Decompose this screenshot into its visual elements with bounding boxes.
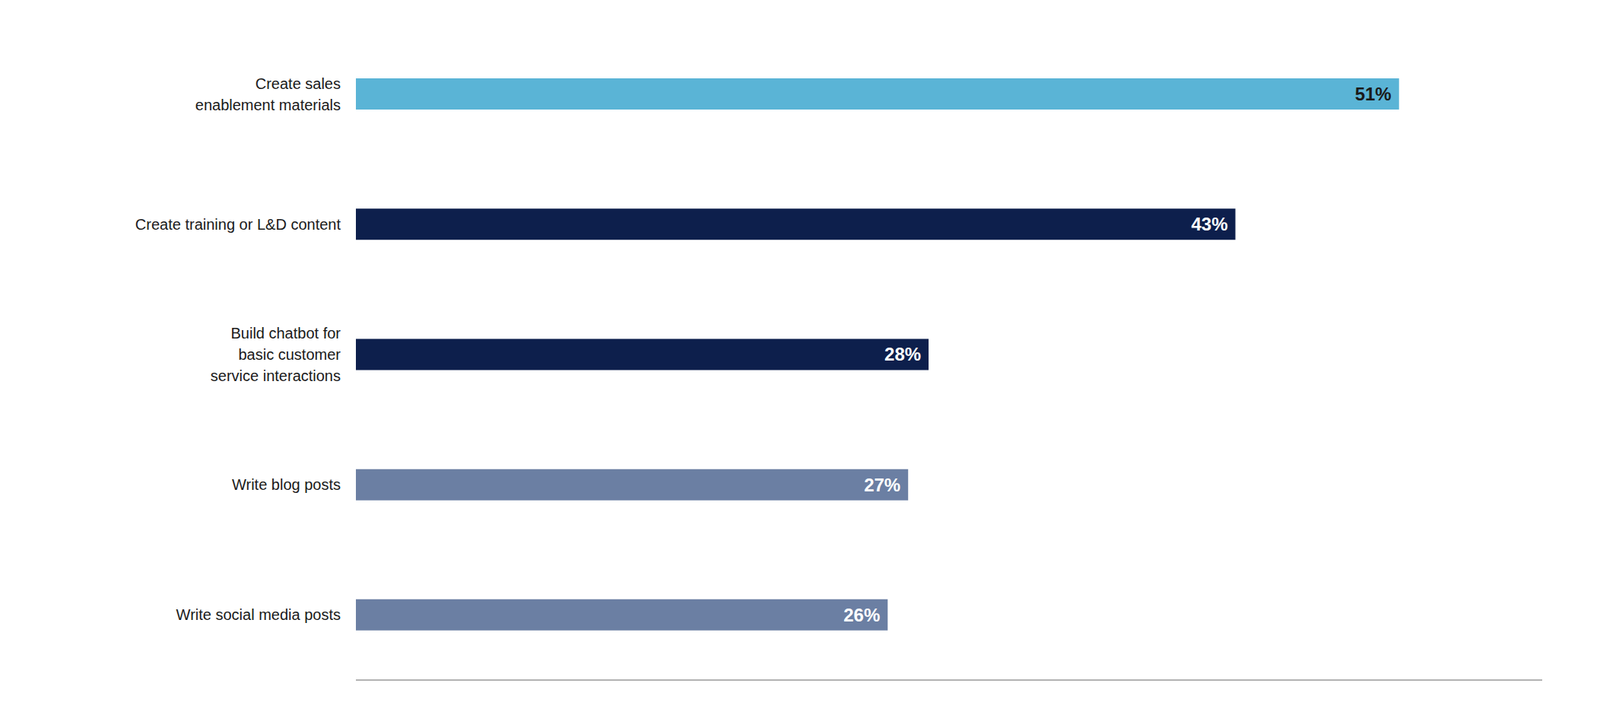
svg-text:Create salesenablement materia: Create salesenablement materials: [195, 75, 341, 114]
svg-text:Write blog posts: Write blog posts: [231, 476, 341, 493]
svg-text:27%: 27%: [863, 474, 901, 496]
svg-text:Build chatbot forbasic custome: Build chatbot forbasic customerservice i…: [210, 324, 342, 385]
svg-text:Create training or L&D content: Create training or L&D content: [135, 215, 342, 233]
svg-text:26%: 26%: [843, 604, 880, 626]
svg-text:43%: 43%: [1191, 213, 1229, 235]
svg-text:Write social media posts: Write social media posts: [176, 606, 341, 623]
svg-text:28%: 28%: [884, 343, 921, 365]
svg-text:51%: 51%: [1355, 83, 1392, 105]
